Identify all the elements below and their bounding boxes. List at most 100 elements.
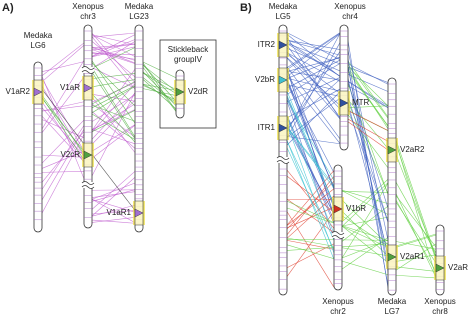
gene-arrow	[387, 145, 397, 155]
link	[286, 33, 341, 70]
chromosome-name: LG6	[30, 41, 46, 50]
link	[91, 67, 136, 138]
link	[347, 110, 389, 131]
gene-arrow	[333, 204, 343, 214]
link	[341, 179, 389, 223]
link	[395, 254, 437, 262]
link	[91, 52, 136, 60]
link	[286, 51, 341, 110]
gene-name: V2aR1	[400, 252, 425, 261]
link	[395, 195, 437, 248]
link	[91, 85, 136, 109]
break	[81, 66, 95, 74]
chromosome-name: chr8	[432, 307, 448, 316]
chromosome-name: Xenopus	[334, 2, 366, 11]
gene-name: ITR1	[258, 123, 276, 132]
link	[395, 266, 437, 272]
link	[41, 128, 85, 201]
link	[347, 77, 389, 257]
link	[91, 47, 136, 69]
link	[41, 134, 85, 214]
link	[286, 176, 335, 236]
link	[286, 211, 335, 277]
chromosome	[339, 24, 349, 151]
link	[347, 66, 389, 107]
link	[286, 115, 341, 234]
chromosome-name: Xenopus	[72, 2, 104, 11]
link	[286, 147, 335, 251]
link	[41, 60, 85, 130]
gene-name: V2aR	[448, 263, 468, 272]
links	[41, 32, 437, 289]
link	[91, 113, 136, 140]
gene-arrow	[175, 87, 185, 97]
link	[341, 199, 389, 245]
link	[395, 143, 437, 260]
link	[347, 66, 389, 129]
link	[286, 57, 341, 72]
link	[341, 183, 389, 259]
gene-arrow	[83, 150, 93, 160]
link	[91, 103, 136, 138]
chromosome-name: Medaka	[125, 2, 154, 11]
link	[41, 42, 85, 76]
chromosome-name: Medaka	[24, 31, 53, 40]
link	[286, 57, 341, 106]
link	[41, 105, 85, 112]
break-gap	[82, 182, 94, 188]
link	[286, 79, 341, 127]
link	[286, 140, 335, 241]
link	[341, 237, 389, 270]
link	[91, 92, 136, 140]
link	[91, 93, 136, 102]
link	[286, 180, 335, 230]
gene-arrow	[278, 40, 288, 50]
link	[142, 88, 177, 96]
link	[286, 97, 341, 138]
link	[286, 42, 341, 139]
link	[286, 126, 335, 189]
gene-name: V1aR2	[6, 87, 31, 96]
link	[395, 142, 437, 278]
gene-name: V1aR	[60, 83, 80, 92]
link	[91, 83, 136, 133]
chromosome	[83, 24, 93, 229]
link	[91, 199, 136, 213]
link	[286, 69, 341, 234]
link	[91, 129, 136, 145]
gene-name: V1bR	[346, 204, 366, 213]
link	[395, 182, 437, 254]
link	[347, 97, 389, 222]
link	[286, 57, 341, 119]
link	[41, 78, 85, 152]
link	[286, 32, 341, 69]
break	[81, 181, 95, 189]
link	[91, 79, 136, 88]
link	[41, 45, 85, 83]
link	[341, 190, 389, 193]
link	[91, 219, 136, 224]
link	[395, 243, 437, 271]
link	[41, 150, 85, 169]
break-gap	[332, 232, 344, 238]
link	[41, 131, 85, 183]
link	[286, 39, 341, 50]
link	[286, 48, 389, 92]
link	[286, 195, 335, 239]
link	[286, 68, 341, 206]
link	[91, 46, 136, 64]
link	[41, 97, 85, 161]
chromosome	[33, 61, 43, 233]
link	[91, 81, 136, 105]
link	[142, 61, 177, 79]
chromosome	[134, 24, 144, 233]
link	[286, 42, 389, 83]
gene-name: MTR	[352, 98, 370, 107]
link	[395, 233, 437, 247]
link	[142, 77, 177, 105]
link	[91, 99, 136, 145]
link	[286, 83, 341, 201]
link	[91, 93, 136, 143]
chromosome-name: chr3	[80, 12, 96, 21]
